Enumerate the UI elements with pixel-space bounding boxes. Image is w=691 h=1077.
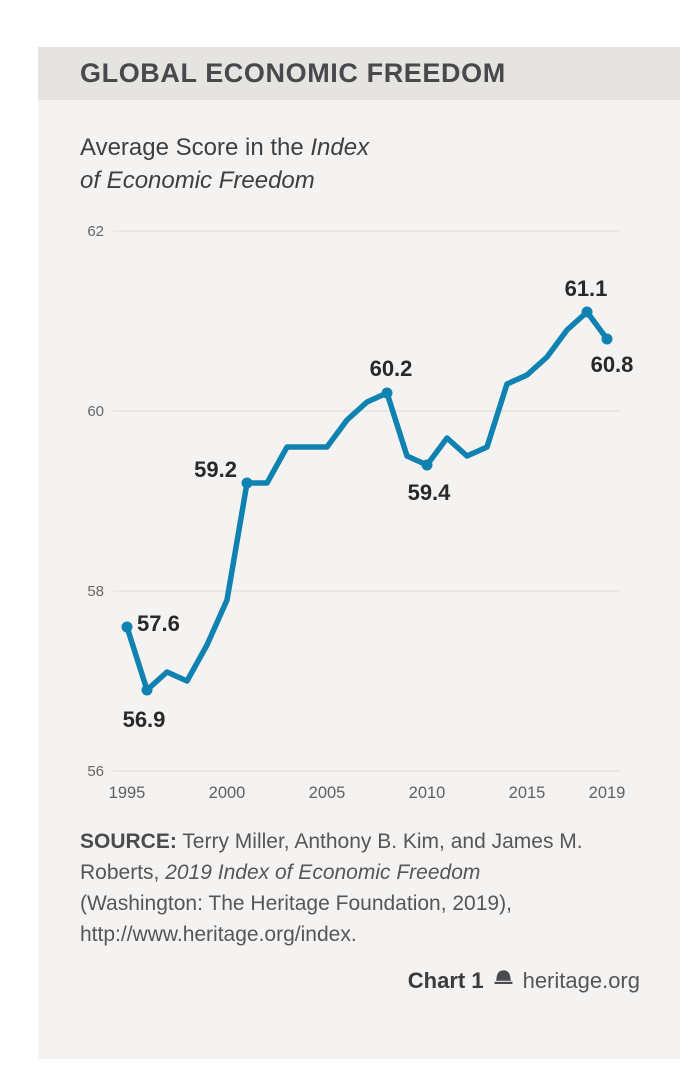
y-tick-56: 56 xyxy=(87,763,104,780)
source-text: Terry Miller, Anthony B. Kim, and James … xyxy=(176,830,583,853)
x-tick-1995: 1995 xyxy=(109,784,146,802)
chart-footer: Chart 1 heritage.org xyxy=(408,968,640,994)
source-line: SOURCE: Terry Miller, Anthony B. Kim, an… xyxy=(80,826,640,857)
x-tick-2019: 2019 xyxy=(589,784,626,802)
y-tick-60: 60 xyxy=(87,403,104,420)
site-name: heritage.org xyxy=(522,968,640,993)
source-note: SOURCE: Terry Miller, Anthony B. Kim, an… xyxy=(80,826,640,950)
subtitle-italic-2: of Economic Freedom xyxy=(80,167,315,194)
data-label-2008: 60.2 xyxy=(370,356,413,381)
data-label-2010: 59.4 xyxy=(408,480,452,505)
chart-card: GLOBAL ECONOMIC FREEDOM Average Score in… xyxy=(38,47,680,1059)
data-point-2019 xyxy=(601,333,613,345)
line-chart: 56 58 60 62 1995 2000 2005 2010 2015 2019 57.6 56.9… xyxy=(70,205,645,805)
y-tick-62: 62 xyxy=(87,223,104,240)
x-tick-2010: 2010 xyxy=(409,784,446,802)
data-point-1996 xyxy=(141,684,153,696)
card-title: GLOBAL ECONOMIC FREEDOM xyxy=(80,58,506,88)
trend-line xyxy=(124,309,610,693)
source-text: Roberts, xyxy=(80,861,166,884)
data-label-2018: 61.1 xyxy=(565,276,608,301)
chart-subtitle: Average Score in the Index of Economic Fr… xyxy=(80,131,638,197)
source-line-url: http://www.heritage.org/index. xyxy=(80,923,357,946)
data-label-1995: 57.6 xyxy=(137,611,180,636)
x-tick-2015: 2015 xyxy=(509,784,546,802)
source-text-italic: 2019 Index of Economic Freedom xyxy=(165,861,481,884)
x-tick-2000: 2000 xyxy=(209,784,246,802)
data-label-2001: 59.2 xyxy=(194,457,237,482)
data-point-2008 xyxy=(381,387,393,399)
card-header: GLOBAL ECONOMIC FREEDOM xyxy=(38,47,680,100)
source-line: (Washington: The Heritage Foundation, 20… xyxy=(80,892,512,915)
subtitle-italic-1: Index xyxy=(310,134,370,161)
source-line: Roberts, 2019 Index of Economic Freedom xyxy=(80,857,640,888)
subtitle-normal: Average Score in the xyxy=(80,134,311,161)
data-label-1996: 56.9 xyxy=(123,707,166,732)
source-label: SOURCE: xyxy=(80,830,177,853)
chart-number: Chart 1 xyxy=(407,968,484,993)
data-point-2010 xyxy=(421,459,433,471)
data-label-2019: 60.8 xyxy=(591,352,634,377)
y-tick-58: 58 xyxy=(87,583,104,600)
heritage-bell-icon xyxy=(492,968,515,994)
line-chart-svg: 56 58 60 62 1995 2000 2005 2010 2015 2019 57.6 56.9… xyxy=(87,223,634,802)
data-point-1995 xyxy=(121,621,133,633)
data-point-2018 xyxy=(581,306,593,318)
x-tick-2005: 2005 xyxy=(309,784,346,802)
data-point-2001 xyxy=(241,477,253,489)
